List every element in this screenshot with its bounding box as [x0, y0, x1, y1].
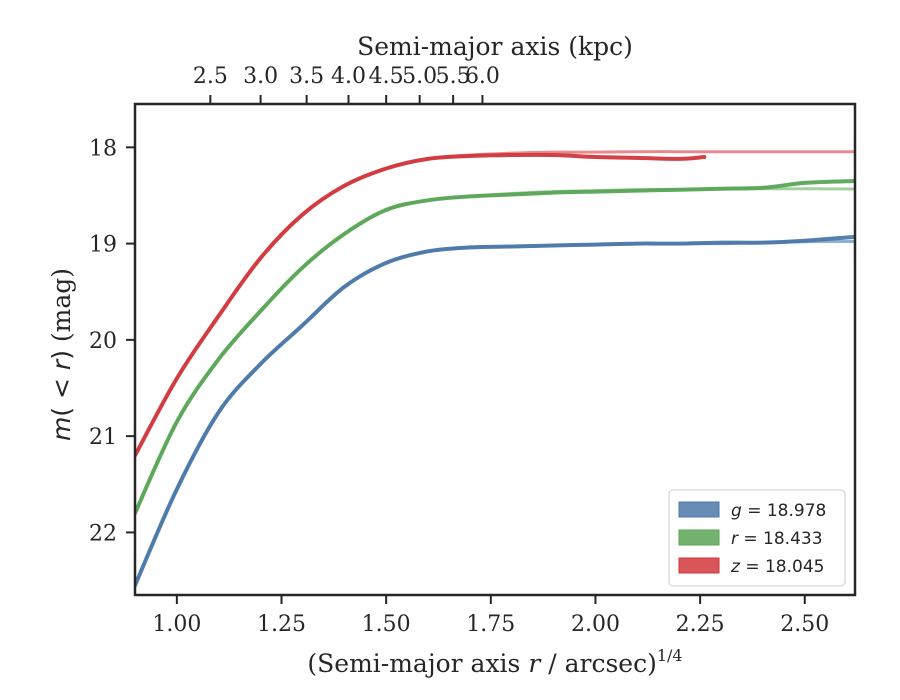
y-tick-label: 20: [89, 329, 117, 354]
model-line-r: [135, 187, 855, 515]
x-tick-label: 1.75: [466, 612, 515, 637]
x-tick-label: 1.50: [362, 612, 411, 637]
top-tick-label: 3.5: [289, 64, 324, 89]
legend-swatch-g: [678, 501, 720, 518]
x-tick-label: 2.50: [780, 612, 829, 637]
x-tick-label: 2.25: [676, 612, 725, 637]
plot-frame: [133, 102, 857, 597]
y-tick-label: 18: [89, 136, 117, 161]
legend-swatch-z: [678, 557, 720, 574]
data-line-g: [135, 234, 855, 588]
y-tick-label: 22: [89, 521, 117, 546]
y-tick-label: 19: [89, 233, 117, 258]
top-tick-label: 5.0: [402, 64, 437, 89]
legend-swatch-r: [678, 529, 720, 546]
legend-label-r: r = 18.433: [731, 529, 823, 549]
top-tick-label: 3.0: [243, 64, 278, 89]
y-axis-title: m( < r) (mag): [47, 268, 76, 441]
plot-area: [135, 150, 855, 588]
data-line-r: [135, 179, 855, 516]
axes: 1.00 1.25 1.50 1.75 2.00 2.25 2.50 18 19 20 21 22 2.…: [89, 64, 857, 637]
top-tick-label: 4.5: [369, 64, 404, 89]
legend-label-g: g = 18.978: [731, 501, 826, 521]
x-tick-label: 2.00: [571, 612, 620, 637]
legend-label-z: z = 18.045: [730, 557, 824, 577]
legend: g = 18.978 r = 18.433 z = 18.045: [668, 489, 846, 587]
data-line-z: [135, 152, 707, 458]
x-axis-title: (Semi-major axis r / arcsec)1/4: [307, 646, 682, 678]
top-axis-title: Semi-major axis (kpc): [357, 32, 633, 61]
x-tick-label: 1.00: [152, 612, 201, 637]
top-tick-label: 6.0: [465, 64, 500, 89]
top-tick-label: 4.0: [331, 64, 366, 89]
top-tick-label: 5.5: [436, 64, 471, 89]
top-tick-label: 2.5: [193, 64, 228, 89]
x-tick-label: 1.25: [257, 612, 306, 637]
model-line-z: [135, 150, 855, 457]
series-group: [135, 150, 855, 588]
y-tick-label: 21: [89, 425, 117, 450]
